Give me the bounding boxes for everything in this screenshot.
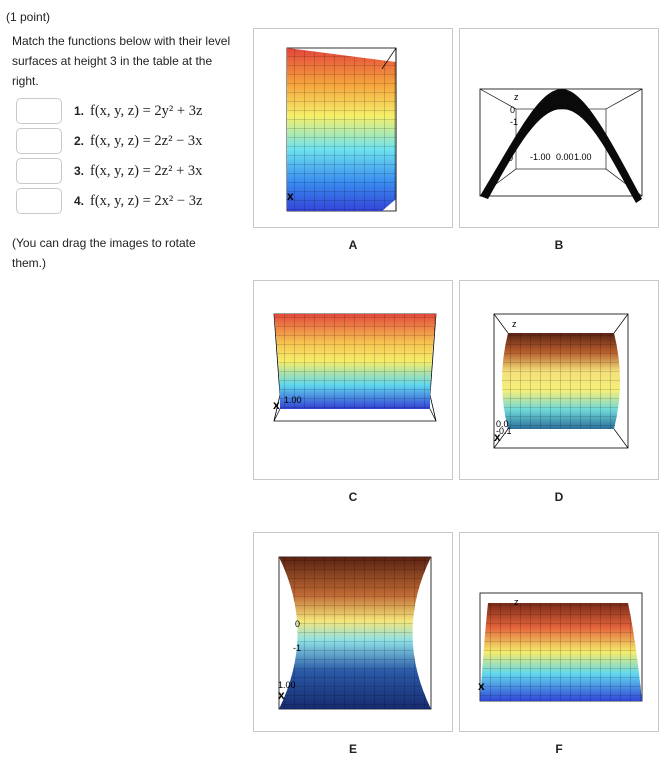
function-row: 4. f(x, y, z) = 2x² − 3z [16, 186, 202, 216]
point-value: (1 point) [6, 10, 51, 24]
answer-input-3[interactable] [16, 158, 62, 184]
plot-panel-d[interactable]: z 0.0 -0.1 x [459, 280, 659, 480]
plot-panel-f[interactable]: z x [459, 532, 659, 732]
plot-label: F [555, 742, 563, 756]
plot-label: E [348, 742, 357, 756]
surface-plot-d: z 0.0 -0.1 x [493, 313, 629, 449]
plot-panel-b[interactable]: z 0 -1 0 -1.00 0.00 1.00 [459, 28, 659, 228]
drag-note: (You can drag the images to rotate them.… [12, 236, 196, 270]
function-row: 1. f(x, y, z) = 2y² + 3z [16, 96, 202, 126]
answer-input-1[interactable] [16, 98, 62, 124]
function-formula: f(x, y, z) = 2z² + 3x [90, 162, 203, 179]
axis-label: x [287, 189, 294, 203]
surface-plot-e: 0 -1 1.00 x [278, 556, 432, 710]
axis-label: x [278, 688, 285, 702]
function-formula: f(x, y, z) = 2y² + 3z [90, 102, 203, 119]
plot-panel-a[interactable]: x [253, 28, 453, 228]
tick-label: -0.1 [496, 426, 512, 436]
function-row: 2. f(x, y, z) = 2z² − 3x [16, 126, 202, 156]
tick-label: 0.0 [496, 419, 509, 429]
surface-plot-b: z 0 -1 0 -1.00 0.00 1.00 [479, 88, 643, 203]
surface-plot-c: x 1.00 [273, 313, 437, 422]
tick-label: -1 [510, 117, 518, 127]
tick-label: 0.00 [556, 152, 574, 162]
function-number: 4. [74, 194, 85, 208]
plot-label: B [554, 238, 564, 252]
function-formula: f(x, y, z) = 2x² − 3z [90, 192, 203, 209]
tick-label: -1.00 [530, 152, 551, 162]
tick-label: 0 [508, 153, 513, 163]
plot-label: A [348, 238, 358, 252]
tick-label: 0 [510, 105, 515, 115]
surface-plot-f: z x [478, 592, 643, 702]
plot-panel-e[interactable]: 0 -1 1.00 x [253, 532, 453, 732]
tick-label: z [514, 92, 519, 102]
answer-input-2[interactable] [16, 128, 62, 154]
function-formula: f(x, y, z) = 2z² − 3x [90, 132, 203, 149]
axis-label: x [273, 398, 280, 412]
instructions: Match the functions below with their lev… [12, 34, 231, 88]
tick-label: 1.00 [284, 395, 302, 405]
plot-panel-c[interactable]: x 1.00 [253, 280, 453, 480]
tick-label: 1.00 [278, 680, 296, 690]
function-number: 2. [74, 134, 85, 148]
surface-plot-a: x [286, 47, 397, 212]
function-row: 3. f(x, y, z) = 2z² + 3x [16, 156, 202, 186]
tick-label: -1 [293, 643, 301, 653]
axis-label: x [478, 679, 485, 693]
function-list: 1. f(x, y, z) = 2y² + 3z 2. f(x, y, z) =… [16, 96, 202, 216]
tick-label: 0 [295, 619, 300, 629]
plot-label: D [554, 490, 564, 504]
answer-input-4[interactable] [16, 188, 62, 214]
tick-label: z [512, 319, 517, 329]
axis-label: x [494, 430, 501, 444]
tick-label: z [514, 597, 519, 607]
function-number: 1. [74, 104, 85, 118]
function-number: 3. [74, 164, 85, 178]
plot-label: C [348, 490, 358, 504]
tick-label: 1.00 [574, 152, 592, 162]
